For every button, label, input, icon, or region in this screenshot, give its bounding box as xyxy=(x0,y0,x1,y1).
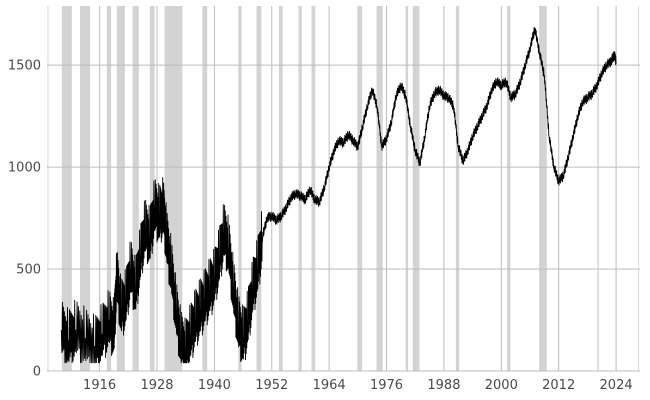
shaded-periods xyxy=(61,6,599,371)
shaded-period-band xyxy=(405,6,409,371)
y-tick-labels: 0 500 1000 1500 xyxy=(8,59,41,380)
x-tick-labels: 1916 1928 1940 1952 1964 1976 1988 2000 2012 2024 xyxy=(83,378,633,393)
shaded-period-band xyxy=(412,6,420,371)
data-series xyxy=(60,26,617,364)
shaded-period-band xyxy=(116,6,125,371)
x-tick-label: 1928 xyxy=(140,378,173,393)
shaded-period-band xyxy=(311,6,316,371)
shaded-period-band xyxy=(507,6,511,371)
x-tick-label: 1952 xyxy=(255,378,288,393)
x-tick-label: 1940 xyxy=(198,378,231,393)
shaded-period-band xyxy=(149,6,155,371)
y-tick-label: 500 xyxy=(16,263,41,278)
y-tick-label: 1500 xyxy=(8,59,41,74)
x-tick-label: 1988 xyxy=(427,378,460,393)
shaded-period-band xyxy=(256,6,262,371)
x-tick-label: 2000 xyxy=(485,378,518,393)
series-line xyxy=(60,26,617,364)
shaded-period-band xyxy=(298,6,302,371)
y-tick-label: 0 xyxy=(33,365,41,380)
y-tick-label: 1000 xyxy=(8,161,41,176)
shaded-period-band xyxy=(80,6,90,371)
x-tick-label: 1976 xyxy=(370,378,403,393)
shaded-period-band xyxy=(376,6,383,371)
shaded-period-band xyxy=(132,6,139,371)
shaded-period-band xyxy=(202,6,208,371)
x-tick-label: 2012 xyxy=(542,378,575,393)
shaded-period-band xyxy=(455,6,460,371)
x-tick-label: 1964 xyxy=(313,378,346,393)
shaded-period-band xyxy=(106,6,112,371)
gridlines xyxy=(47,6,640,372)
shaded-period-band xyxy=(357,6,363,371)
shaded-period-band xyxy=(238,6,242,371)
x-tick-label: 1916 xyxy=(83,378,116,393)
x-tick-label: 2024 xyxy=(600,378,633,393)
shaded-period-band xyxy=(539,6,547,371)
shaded-period-band xyxy=(61,6,72,371)
shaded-period-band xyxy=(278,6,283,371)
shaded-period-band xyxy=(597,6,599,371)
